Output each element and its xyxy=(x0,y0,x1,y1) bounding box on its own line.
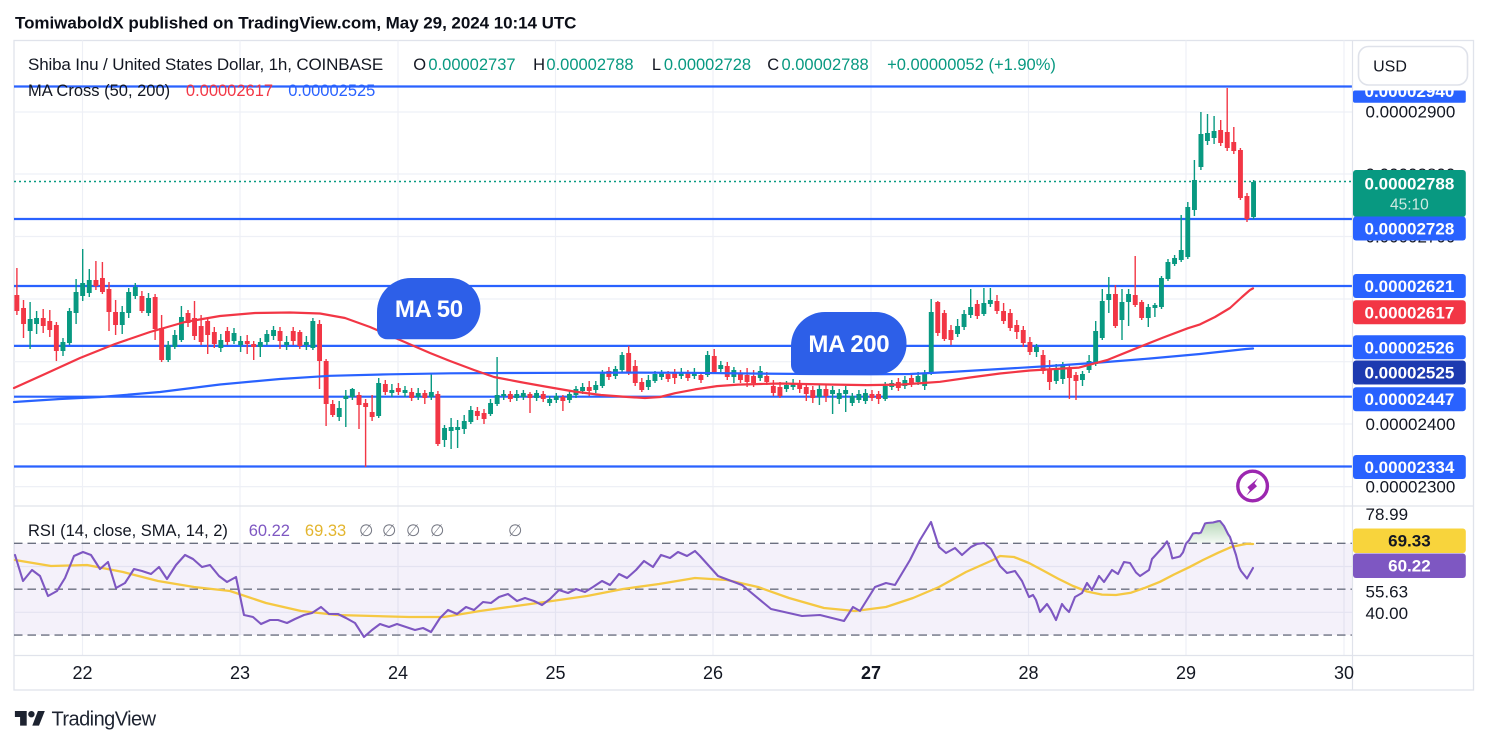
svg-text:0.00002400: 0.00002400 xyxy=(1366,415,1456,434)
svg-text:0.00002900: 0.00002900 xyxy=(1366,103,1456,122)
svg-text:RSI (14, close, SMA, 14, 2): RSI (14, close, SMA, 14, 2) xyxy=(28,522,228,540)
svg-text:29: 29 xyxy=(1176,663,1196,683)
svg-text:23: 23 xyxy=(230,663,250,683)
svg-text:27: 27 xyxy=(861,663,881,683)
svg-text:USD: USD xyxy=(1373,59,1407,76)
svg-text:40.00: 40.00 xyxy=(1366,604,1409,623)
svg-text:∅: ∅ xyxy=(382,522,396,540)
svg-text:0.00002728: 0.00002728 xyxy=(1364,220,1454,239)
svg-text:∅: ∅ xyxy=(359,522,373,540)
svg-text:22: 22 xyxy=(72,663,92,683)
svg-text:24: 24 xyxy=(388,663,408,683)
svg-text:TomiwaboldX published on Tradi: TomiwaboldX published on TradingView.com… xyxy=(15,14,576,33)
svg-text:0.00002788: 0.00002788 xyxy=(546,56,633,74)
svg-text:26: 26 xyxy=(703,663,723,683)
svg-text:∅: ∅ xyxy=(430,522,444,540)
svg-text:TradingView: TradingView xyxy=(52,709,157,731)
svg-text:∅: ∅ xyxy=(508,522,522,540)
svg-text:+0.00000052 (+1.90%): +0.00000052 (+1.90%) xyxy=(887,56,1056,74)
svg-text:60.22: 60.22 xyxy=(249,522,290,540)
svg-text:0.00002525: 0.00002525 xyxy=(1364,364,1454,383)
svg-text:55.63: 55.63 xyxy=(1366,583,1409,602)
svg-text:45:10: 45:10 xyxy=(1390,197,1429,214)
svg-text:∅: ∅ xyxy=(406,522,420,540)
svg-text:0.00002621: 0.00002621 xyxy=(1364,277,1454,296)
svg-text:O: O xyxy=(413,56,426,74)
svg-text:0.00002788: 0.00002788 xyxy=(782,56,869,74)
svg-text:25: 25 xyxy=(545,663,565,683)
svg-text:0.00002737: 0.00002737 xyxy=(428,56,515,74)
svg-text:0.00002525: 0.00002525 xyxy=(288,82,375,100)
svg-text:MA 200: MA 200 xyxy=(808,331,889,358)
svg-text:0.00002940: 0.00002940 xyxy=(1364,82,1454,101)
svg-text:MA Cross (50, 200): MA Cross (50, 200) xyxy=(28,82,170,100)
svg-text:60.22: 60.22 xyxy=(1388,557,1431,576)
svg-text:MA 50: MA 50 xyxy=(395,296,463,323)
svg-text:0.00002447: 0.00002447 xyxy=(1364,390,1454,409)
svg-text:C: C xyxy=(767,56,779,74)
svg-text:69.33: 69.33 xyxy=(1388,532,1431,551)
svg-text:30: 30 xyxy=(1334,663,1354,683)
svg-text:0.00002617: 0.00002617 xyxy=(186,82,273,100)
svg-text:0.00002300: 0.00002300 xyxy=(1366,478,1456,497)
svg-text:69.33: 69.33 xyxy=(305,522,346,540)
svg-text:28: 28 xyxy=(1018,663,1038,683)
svg-text:0.00002788: 0.00002788 xyxy=(1364,175,1454,194)
svg-text:Shiba Inu / United States Doll: Shiba Inu / United States Dollar, 1h, CO… xyxy=(28,55,383,74)
svg-text:78.99: 78.99 xyxy=(1366,505,1409,524)
svg-text:L: L xyxy=(652,56,661,74)
svg-text:0.00002617: 0.00002617 xyxy=(1364,303,1454,322)
svg-text:0.00002728: 0.00002728 xyxy=(664,56,751,74)
svg-text:0.00002526: 0.00002526 xyxy=(1364,338,1454,357)
svg-text:0.00002334: 0.00002334 xyxy=(1364,458,1454,477)
svg-text:H: H xyxy=(533,56,545,74)
